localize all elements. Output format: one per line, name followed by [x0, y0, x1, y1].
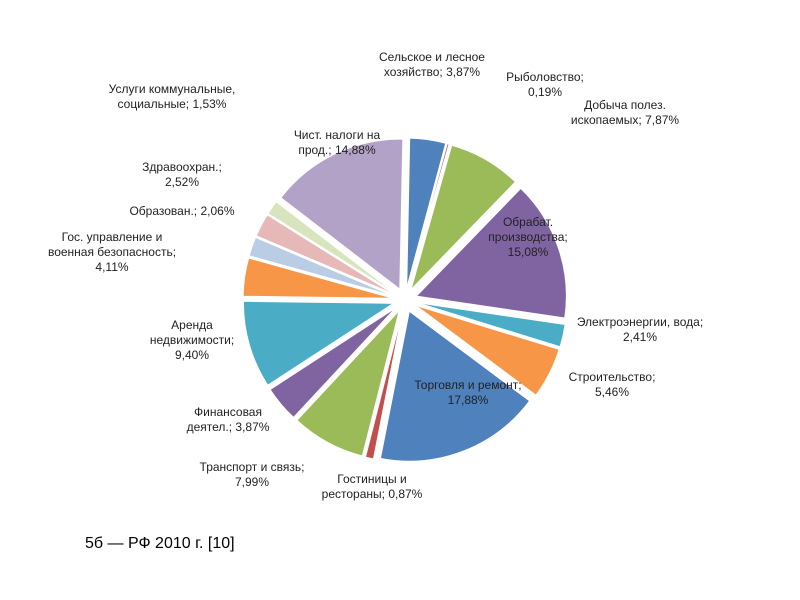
category-label: Чист. налоги на прод.; [293, 128, 381, 157]
value-label: 7,99% [234, 475, 270, 489]
category-label: Аренда недвижимости; [149, 318, 235, 347]
category-label: Услуги коммунальные, социальные; [108, 82, 236, 111]
slice-label: Гостиницы и рестораны; 0,87% [307, 472, 437, 502]
slice-label: Строительство; 5,46% [557, 370, 667, 400]
pie-slice [415, 304, 560, 396]
category-label: Добыча полез. ископаемых; [570, 98, 666, 127]
category-label: Торговля и ремонт; [414, 378, 522, 392]
value-label: 14,88% [334, 143, 376, 157]
pie-slice [255, 214, 395, 295]
pie-slice [379, 310, 531, 462]
slice-label: Финансовая деятел.; 3,87% [173, 405, 283, 435]
value-label: 2,41% [622, 330, 658, 344]
pie-slice [407, 142, 450, 289]
value-label: 17,88% [447, 393, 489, 407]
value-label: 3,87% [235, 420, 270, 434]
category-label: Обрабат. производства; [488, 215, 568, 244]
category-label: Образован.; [129, 204, 198, 218]
category-label: Гос. управление и военная безопасность; [47, 230, 177, 259]
slice-label: Обрабат. производства; 15,08% [478, 215, 578, 260]
value-label: 9,40% [174, 348, 210, 362]
pie-slice [416, 302, 566, 348]
slice-label: Торговля и ремонт; 17,88% [408, 378, 528, 408]
pie-slice [248, 236, 394, 297]
pie-slice [364, 311, 403, 460]
value-label: 7,87% [645, 113, 680, 127]
pie-slice [415, 187, 567, 319]
slice-label: Услуги коммунальные, социальные; 1,53% [107, 82, 237, 112]
slice-label: Добыча полез. ископаемых; 7,87% [560, 98, 690, 128]
value-label: 0,87% [388, 487, 423, 501]
category-label: Здравоохран.; [142, 160, 222, 174]
slice-label: Сельское и лесное хозяйство; 3,87% [352, 50, 512, 80]
pie-slice [296, 310, 400, 457]
slice-label: Здравоохран.; 2,52% [127, 160, 237, 190]
category-label: Сельское и лесное хозяйство; [379, 50, 485, 79]
value-label: 2,52% [164, 175, 200, 189]
slice-label: Чист. налоги на прод.; 14,88% [287, 128, 387, 158]
pie-slice [242, 257, 394, 299]
pie-slice [280, 138, 404, 291]
slice-label: Образован.; 2,06% [122, 204, 242, 219]
category-label: Транспорт и связь; [199, 460, 305, 474]
pie-slice [267, 200, 396, 294]
value-label: 3,87% [446, 65, 481, 79]
category-label: Строительство; [568, 370, 656, 384]
slice-label: Транспорт и связь; 7,99% [187, 460, 317, 490]
value-label: 4,11% [95, 260, 129, 274]
pie-slice [269, 307, 397, 419]
caption: 5б — РФ 2010 г. [10] [85, 535, 235, 552]
value-label: 1,53% [192, 97, 227, 111]
value-label: 2,06% [200, 204, 235, 218]
category-label: Гостиницы и рестораны; [321, 472, 407, 501]
category-label: Электроэнергии, вода; [576, 315, 704, 329]
slice-label: Гос. управление и военная безопасность; … [37, 230, 187, 275]
slice-label: Рыболовство; 0,19% [500, 70, 590, 100]
value-label: 15,08% [507, 245, 549, 259]
category-label: Рыболовство; [506, 70, 584, 84]
value-label: 5,46% [594, 385, 630, 399]
pie-slice [406, 137, 447, 289]
category-label: Финансовая деятел.; [186, 405, 262, 434]
pie-slice [410, 144, 517, 290]
pie-slice [242, 300, 396, 386]
slice-label: Аренда недвижимости; 9,40% [137, 318, 247, 363]
slice-label: Электроэнергии, вода; 2,41% [575, 315, 705, 345]
value-label: 0,19% [527, 85, 563, 99]
